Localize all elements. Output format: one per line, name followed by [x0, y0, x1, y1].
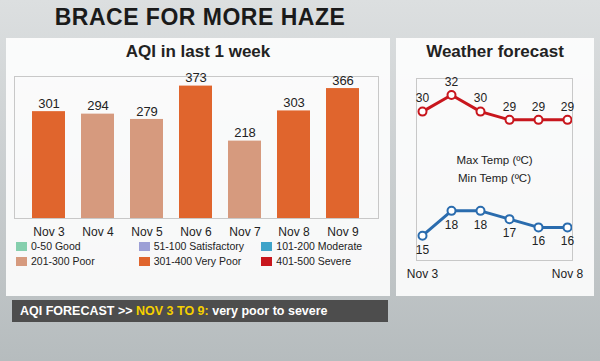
svg-text:30: 30: [416, 91, 430, 105]
html-text:301-400 Very Poor: 301-400 Very Poor: [153, 255, 242, 267]
svg-text:29: 29: [561, 100, 575, 114]
svg-text:29: 29: [503, 100, 517, 114]
html-text:BRACE FOR MORE HAZE: BRACE FOR MORE HAZE: [54, 4, 346, 30]
svg-text:30: 30: [474, 91, 488, 105]
svg-text:Nov 7: Nov 7: [229, 225, 261, 239]
svg-text:303: 303: [283, 95, 305, 110]
html-text:51-100 Satisfactory: 51-100 Satisfactory: [153, 240, 245, 252]
svg-text:294: 294: [87, 98, 109, 113]
svg-text:29: 29: [532, 100, 546, 114]
svg-text:15: 15: [416, 243, 430, 257]
svg-text:218: 218: [234, 125, 256, 140]
svg-text:Nov 9: Nov 9: [327, 225, 359, 239]
svg-text:Nov 8: Nov 8: [552, 267, 584, 281]
svg-text:16: 16: [561, 234, 575, 248]
svg-text:Nov 3: Nov 3: [33, 225, 65, 239]
svg-text:Max Temp (ºC): Max Temp (ºC): [456, 154, 532, 166]
svg-text:Nov 5: Nov 5: [131, 225, 163, 239]
svg-text:17: 17: [503, 226, 517, 240]
svg-text:366: 366: [332, 73, 354, 88]
svg-text:Min Temp (ºC): Min Temp (ºC): [458, 172, 531, 184]
svg-text:Nov 6: Nov 6: [180, 225, 212, 239]
html-text:101-200 Moderate: 101-200 Moderate: [276, 240, 363, 252]
svg-text:Nov 4: Nov 4: [82, 225, 114, 239]
html-text:201-300 Poor: 201-300 Poor: [31, 255, 95, 267]
svg-text:279: 279: [136, 104, 158, 119]
html-text:Weather forecast: Weather forecast: [426, 42, 564, 61]
svg-text:18: 18: [474, 218, 488, 232]
svg-text:18: 18: [445, 218, 459, 232]
svg-text:16: 16: [532, 234, 546, 248]
svg-text:301: 301: [38, 96, 60, 111]
svg-text:Nov 3: Nov 3: [407, 267, 439, 281]
html-text:AQI in last 1 week: AQI in last 1 week: [125, 42, 271, 61]
svg-text:32: 32: [445, 75, 459, 89]
html-text:0-50 Good: 0-50 Good: [31, 240, 81, 252]
svg-text:373: 373: [185, 70, 207, 85]
svg-text:Nov 8: Nov 8: [278, 225, 310, 239]
html-text:AQI FORECAST >> NOV 3 TO 9: ve: AQI FORECAST >> NOV 3 TO 9: very poor to…: [20, 304, 328, 318]
html-text:401-500 Severe: 401-500 Severe: [276, 255, 352, 267]
